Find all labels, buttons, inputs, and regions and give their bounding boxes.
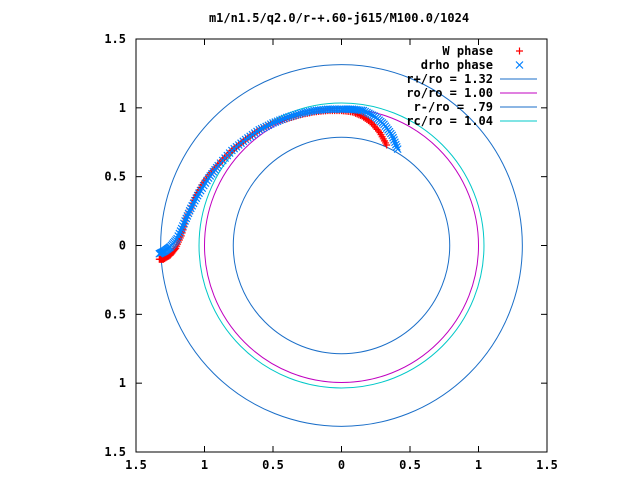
point-1 — [183, 211, 192, 220]
y-tick-label: 0.5 — [104, 170, 126, 184]
y-tick-label: 1.5 — [104, 445, 126, 459]
point-1 — [287, 112, 296, 121]
chart-title: m1/n1.5/q2.0/r-+.60-j615/M100.0/1024 — [209, 11, 469, 25]
point-1 — [273, 117, 282, 126]
point-1 — [269, 119, 277, 127]
point-1 — [294, 110, 303, 118]
legend-label-5: rc/ro = 1.04 — [406, 114, 493, 128]
point-1 — [285, 112, 293, 121]
point-1 — [180, 219, 188, 228]
x-tick-label: 0 — [338, 458, 345, 472]
legend-label-2: r+/ro = 1.32 — [406, 72, 493, 86]
point-1 — [181, 217, 190, 225]
y-tick-label: 1.5 — [104, 32, 126, 46]
x-tick-label: 1.5 — [536, 458, 558, 472]
x-tick-label: 1 — [475, 458, 482, 472]
point-0 — [358, 112, 366, 120]
legend-marker-0 — [516, 47, 523, 55]
circle-3 — [204, 108, 479, 383]
point-1 — [184, 209, 193, 218]
y-tick-label: 1 — [119, 101, 126, 115]
circle-5 — [198, 102, 485, 389]
y-tick-label: 0.5 — [104, 307, 126, 321]
data-points — [155, 105, 402, 263]
x-tick-label: 0.5 — [399, 458, 421, 472]
y-tick-label: 1 — [119, 376, 126, 390]
point-1 — [185, 206, 194, 215]
point-1 — [175, 229, 184, 238]
point-1 — [259, 123, 268, 132]
point-1 — [393, 145, 402, 154]
circle-4 — [232, 136, 451, 355]
legend-label-1: drho phase — [421, 58, 493, 72]
point-1 — [390, 136, 398, 144]
point-1 — [282, 113, 291, 122]
x-tick-label: 1 — [201, 458, 208, 472]
point-1 — [289, 111, 298, 120]
point-1 — [391, 140, 400, 149]
point-1 — [296, 109, 305, 118]
legend-label-0: W phase — [442, 44, 493, 58]
point-1 — [174, 232, 183, 241]
point-1 — [280, 114, 289, 123]
point-1 — [182, 214, 191, 223]
legend-label-3: ro/ro = 1.00 — [406, 86, 493, 100]
point-1 — [391, 138, 399, 147]
point-1 — [389, 133, 398, 142]
point-1 — [298, 108, 307, 117]
point-1 — [271, 118, 280, 126]
point-1 — [341, 105, 350, 114]
point-1 — [264, 121, 273, 130]
point-1 — [262, 122, 271, 131]
point-1 — [291, 110, 300, 119]
point-1 — [177, 224, 186, 233]
point-1 — [278, 115, 287, 124]
point-1 — [392, 142, 401, 151]
x-tick-label: 1.5 — [125, 458, 147, 472]
point-1 — [176, 227, 185, 235]
circle-2 — [160, 64, 523, 427]
x-tick-label: 0.5 — [262, 458, 284, 472]
point-1 — [275, 116, 284, 125]
point-1 — [178, 222, 187, 230]
point-1 — [155, 249, 164, 258]
point-0 — [155, 255, 163, 263]
point-1 — [257, 124, 266, 133]
point-1 — [186, 204, 195, 213]
y-tick-label: 0 — [119, 239, 126, 253]
point-1 — [266, 120, 275, 129]
legend-label-4: r-/ro = .79 — [414, 100, 493, 114]
axes: 1.5 1 0.5 0 0.5 1 1.51.510.500.511.5 — [104, 32, 558, 472]
legend-marker-1 — [515, 61, 524, 69]
